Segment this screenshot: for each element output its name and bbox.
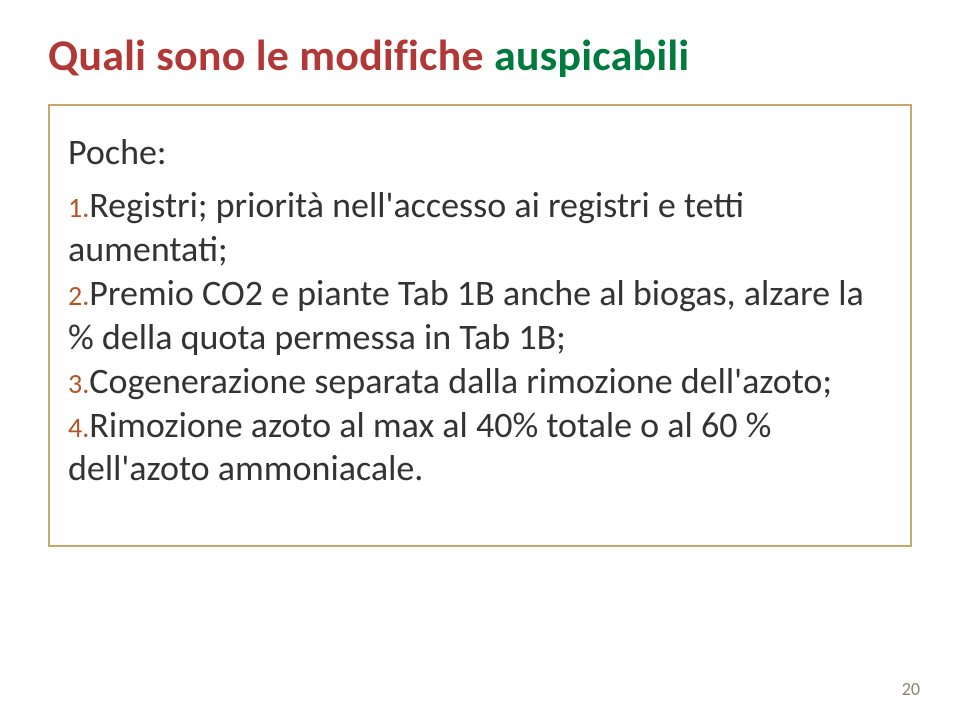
- item-number: 4.: [68, 410, 89, 445]
- title-word-2: le: [256, 28, 300, 82]
- item-number: 3.: [68, 366, 89, 401]
- item-text: Registri; priorità nell'accesso ai regis…: [68, 183, 744, 271]
- slide-title: Quali sono le modifiche auspicabili: [48, 28, 912, 82]
- title-word-3: modifiche: [299, 28, 494, 82]
- page-number: 20: [902, 678, 920, 700]
- item-text: Premio CO2 e piante Tab 1B anche al biog…: [68, 271, 864, 359]
- item-text: Cogenerazione separata dalla rimozione d…: [89, 359, 832, 403]
- slide: Quali sono le modifiche auspicabili Poch…: [0, 0, 960, 718]
- intro-text: Poche:: [68, 130, 892, 174]
- content-box: Poche: 1.Registri; priorità nell'accesso…: [48, 104, 912, 547]
- item-number: 1.: [68, 190, 89, 225]
- list-item: 4.Rimozione azoto al max al 40% totale o…: [68, 404, 892, 492]
- list-item: 1.Registri; priorità nell'accesso ai reg…: [68, 184, 892, 272]
- item-text: Rimozione azoto al max al 40% totale o a…: [68, 403, 771, 491]
- title-word-4: auspicabili: [494, 28, 689, 82]
- list-item: 3.Cogenerazione separata dalla rimozione…: [68, 360, 892, 404]
- title-word-1: sono: [156, 28, 255, 82]
- item-number: 2.: [68, 278, 89, 313]
- item-list: 1.Registri; priorità nell'accesso ai reg…: [68, 184, 892, 491]
- title-word-0: Quali: [48, 28, 156, 82]
- list-item: 2.Premio CO2 e piante Tab 1B anche al bi…: [68, 272, 892, 360]
